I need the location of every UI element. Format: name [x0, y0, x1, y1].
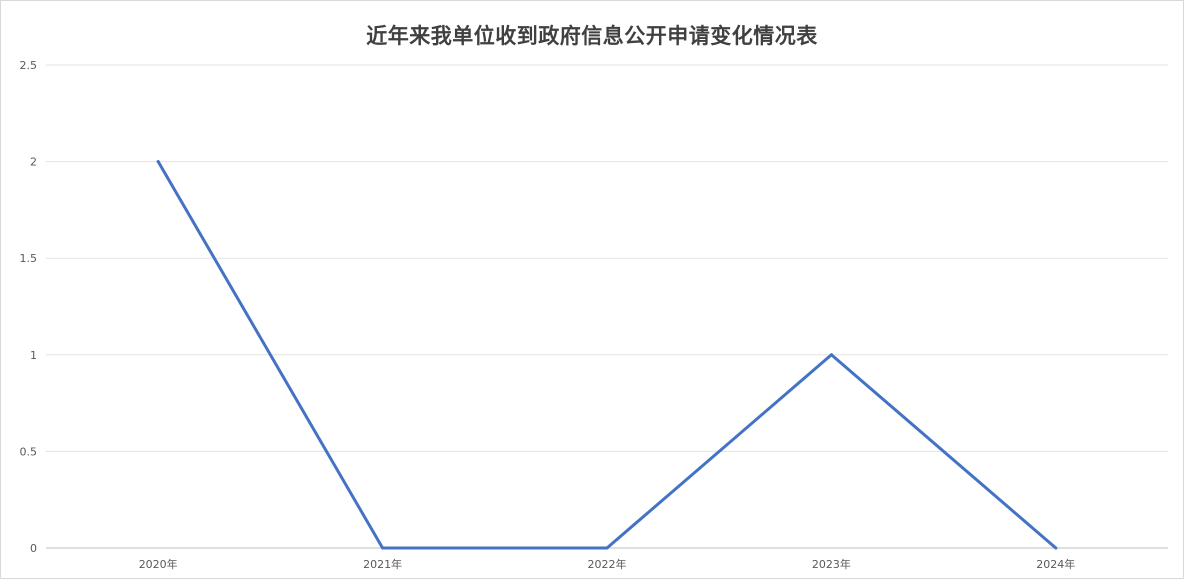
y-tick-label: 1.5: [20, 252, 38, 265]
y-tick-label: 1: [30, 349, 37, 362]
x-tick-label: 2024年: [1036, 557, 1075, 571]
x-tick-label: 2022年: [588, 557, 627, 571]
y-tick-label: 0: [30, 542, 37, 555]
x-axis-tick-labels: 2020年 2021年 2022年 2023年 2024年: [139, 557, 1076, 571]
data-point: [1054, 546, 1058, 550]
series-lines: [156, 160, 1058, 550]
gridlines: [46, 64, 1168, 549]
y-axis-tick-labels: 0 0.5 1 1.5 2 2.5: [20, 59, 38, 555]
data-point: [829, 353, 833, 357]
x-tick-label: 2021年: [363, 557, 402, 571]
chart-title: 近年来我单位收到政府信息公开申请变化情况表: [366, 23, 818, 48]
x-tick-label: 2020年: [139, 557, 178, 571]
x-tick-label: 2023年: [812, 557, 851, 571]
y-tick-label: 2.5: [20, 59, 38, 72]
y-tick-label: 2: [30, 156, 37, 169]
data-point: [156, 160, 160, 164]
data-point: [605, 546, 609, 550]
y-tick-label: 0.5: [20, 445, 38, 458]
data-point: [381, 546, 385, 550]
